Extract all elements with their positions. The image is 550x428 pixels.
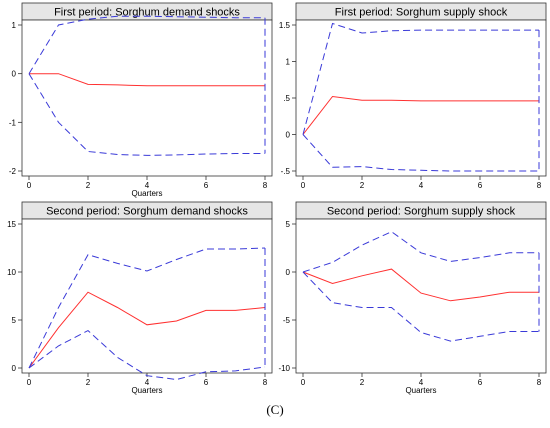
series-lower-4 [302,271,539,342]
x-axis-title-3: Quarters [131,386,162,395]
x-tick-label-2-3: 6 [478,181,483,190]
y-tick-label-2-1: 0 [286,131,291,140]
y-tick-label-1-3: 1 [12,21,17,30]
x-axis-title-1: Quarters [131,189,162,198]
y-tick-label-2-3: 1 [286,58,291,67]
x-tick-label-1-1: 2 [86,181,91,190]
y-tick-label-3-0: 0 [12,364,17,373]
chart-panel-3: Second period: Sorghum demand shocks 0 5 10… [7,201,273,395]
plot-area-2 [295,19,547,177]
x-tick-label-2-4: 8 [537,181,542,190]
y-tick-label-2-4: 1.5 [279,21,291,30]
panel-title-1: First period: Sorghum demand shocks [54,7,240,19]
plot-area-4 [295,218,547,374]
series-response-2 [302,95,539,135]
x-tick-label-4-3: 6 [478,378,483,387]
x-tick-label-1-3: 6 [204,181,209,190]
x-tick-label-3-1: 2 [86,378,91,387]
y-tick-label-1-1: -1 [9,118,17,127]
series-lower-3 [28,329,266,381]
panel-title-2: First period: Sorghum supply shock [335,7,508,19]
y-tick-label-2-2: .5 [283,94,290,103]
y-tick-label-3-2: 10 [7,268,16,277]
plot-area-1 [21,19,273,177]
series-lower-1 [28,73,265,156]
panel-title-3: Second period: Sorghum demand shocks [46,206,248,218]
y-tick-label-4-1: -5 [283,316,291,325]
panel-title-4: Second period: Sorghum supply shock [327,206,516,218]
x-tick-label-2-1: 2 [360,181,365,190]
series-response-1 [29,73,265,87]
series-upper-1 [28,15,265,74]
series-response-3 [28,291,266,369]
y-tick-label-3-1: 5 [12,316,17,325]
chart-panel-4: Second period: Sorghum supply shock -10 -5… [278,201,547,395]
series-upper-4 [302,231,539,273]
y-tick-label-4-2: 0 [286,268,291,277]
x-tick-label-4-0: 0 [301,378,306,387]
chart-panel-2: First period: Sorghum supply shock -.5 0 .5… [279,2,547,190]
x-tick-label-2-2: 4 [419,181,424,190]
x-tick-label-4-1: 2 [360,378,365,387]
x-tick-label-3-2: 4 [145,378,150,387]
series-upper-3 [28,247,266,369]
y-tick-label-2-0: -.5 [281,167,291,176]
chart-panel-1: First period: Sorghum demand shocks -2 -1 0… [9,2,273,198]
y-tick-label-4-3: 5 [286,220,291,229]
plot-area-3 [21,218,273,374]
x-tick-label-4-4: 8 [537,378,542,387]
y-tick-label-3-3: 15 [7,220,16,229]
x-tick-label-1-0: 0 [27,181,32,190]
x-tick-label-1-4: 8 [263,181,268,190]
x-tick-label-3-4: 8 [263,378,268,387]
x-axis-title-4: Quarters [405,386,436,395]
y-tick-label-1-2: 0 [12,70,17,79]
y-tick-label-4-0: -10 [278,364,290,373]
figure-caption: (C) [266,402,284,417]
x-tick-label-1-2: 4 [145,181,150,190]
series-upper-2 [302,22,539,135]
series-lower-2 [302,134,539,172]
x-tick-label-2-0: 0 [301,181,306,190]
x-tick-label-3-0: 0 [27,378,32,387]
x-tick-label-3-3: 6 [204,378,209,387]
series-response-4 [302,268,539,302]
x-tick-label-4-2: 4 [419,378,424,387]
y-tick-label-1-0: -2 [9,167,17,176]
